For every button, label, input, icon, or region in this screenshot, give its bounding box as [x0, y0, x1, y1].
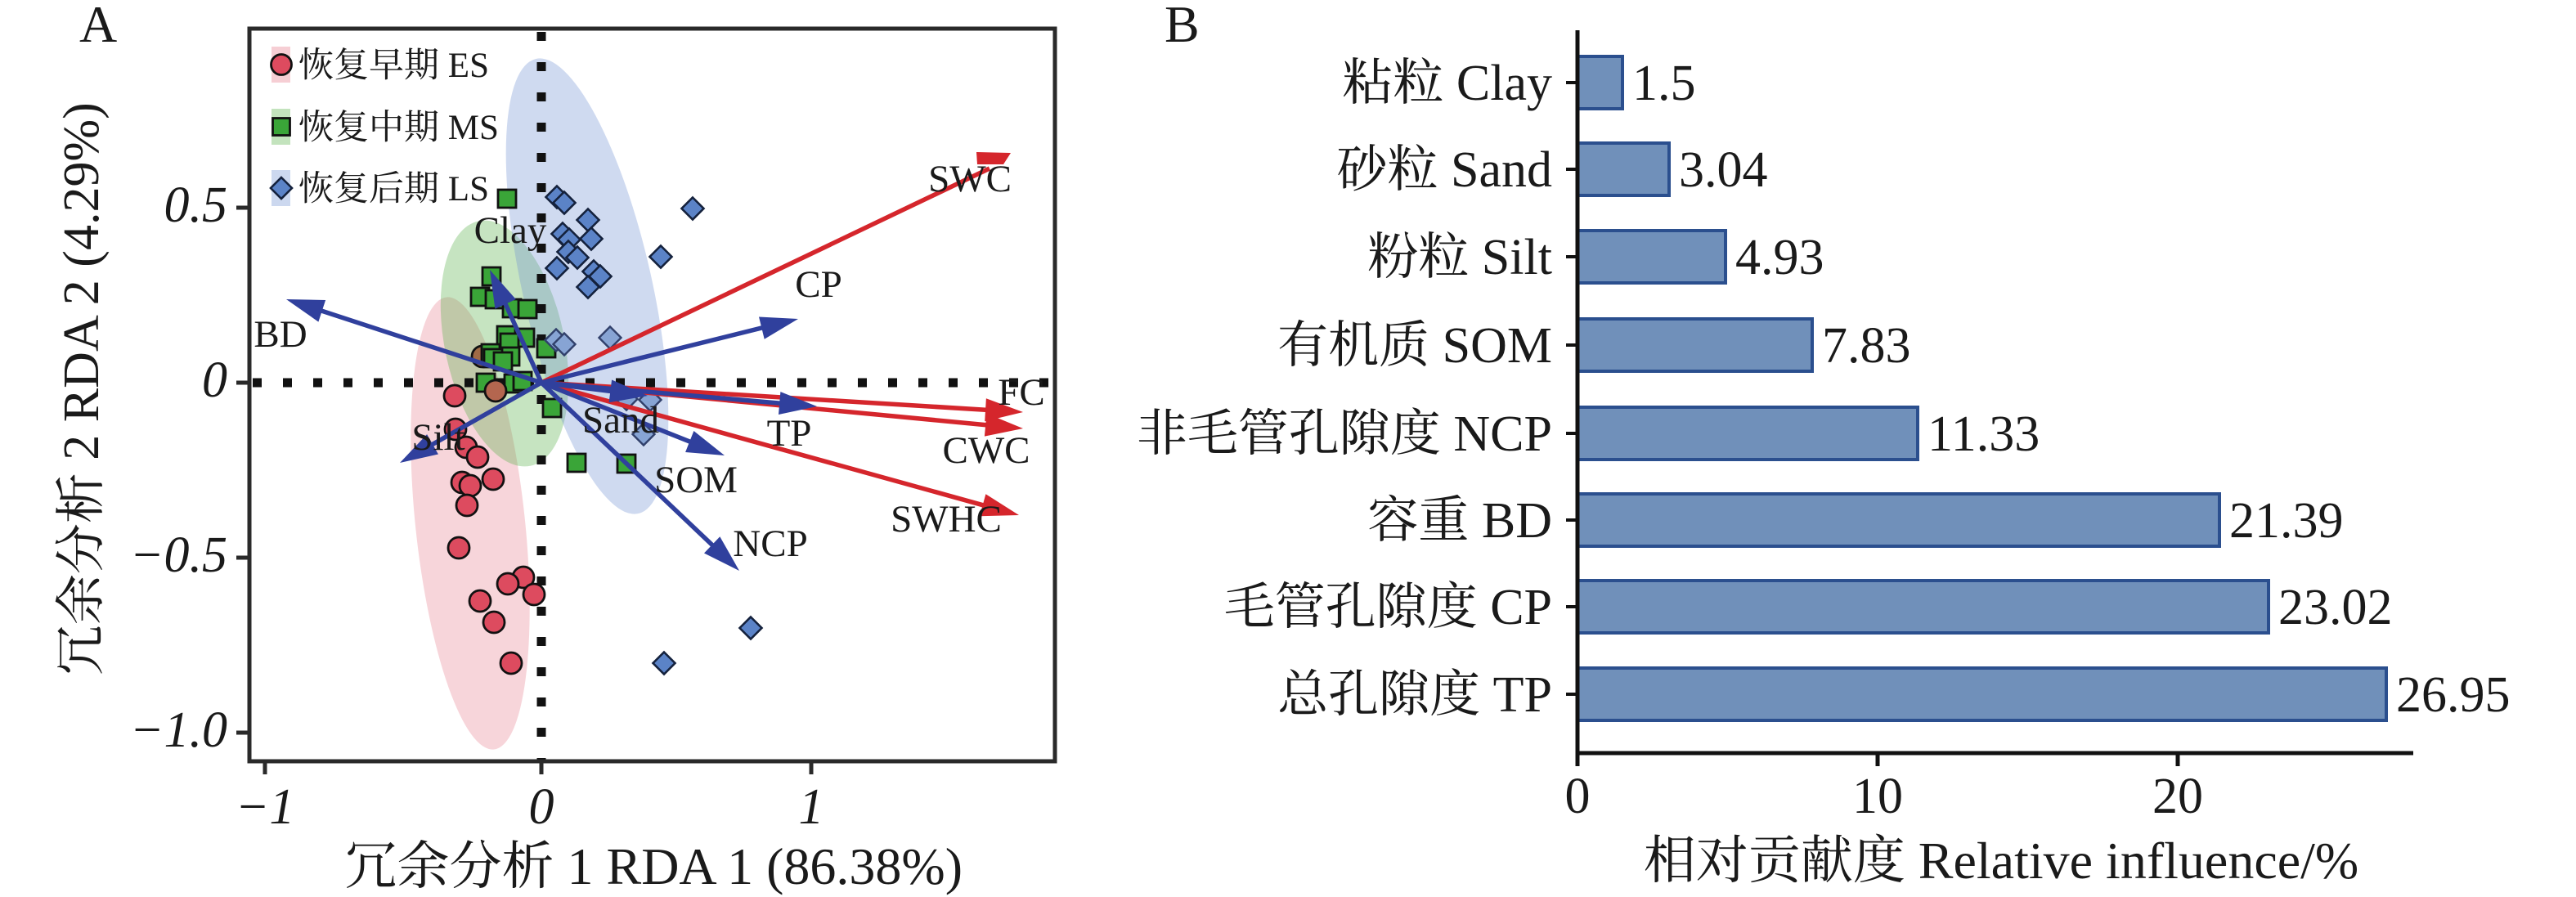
svg-text:NCP: NCP	[733, 523, 807, 565]
svg-text:BD: BD	[1482, 493, 1552, 549]
svg-text:B: B	[1165, 0, 1200, 53]
svg-text:7.83: 7.83	[1822, 318, 1911, 374]
svg-text:Sand: Sand	[582, 399, 659, 442]
svg-text:SWHC: SWHC	[891, 498, 1002, 540]
svg-text:Sand: Sand	[1451, 142, 1552, 198]
svg-text:20: 20	[2152, 769, 2203, 824]
svg-text:A: A	[79, 0, 117, 53]
svg-text:SWC: SWC	[928, 158, 1012, 200]
svg-text:NCP: NCP	[1453, 406, 1552, 462]
svg-text:FC: FC	[998, 371, 1045, 414]
svg-text:4.93: 4.93	[1735, 230, 1824, 285]
svg-text:SOM: SOM	[1443, 318, 1552, 374]
svg-text:0: 0	[202, 352, 227, 408]
svg-text:21.39: 21.39	[2229, 493, 2344, 549]
svg-text:1 RDA 1 (86.38%): 1 RDA 1 (86.38%)	[568, 837, 963, 895]
svg-text:ES: ES	[448, 47, 489, 85]
svg-text:Silt: Silt	[1482, 230, 1552, 285]
svg-text:−1.0: −1.0	[130, 702, 227, 758]
svg-text:0.5: 0.5	[164, 177, 228, 233]
svg-text:2 RDA 2 (4.29%): 2 RDA 2 (4.29%)	[54, 102, 110, 460]
svg-text:1: 1	[799, 779, 824, 835]
svg-text:TP: TP	[767, 412, 812, 455]
svg-text:Relative influence/%: Relative influence/%	[1919, 832, 2358, 890]
svg-text:BD: BD	[254, 313, 307, 356]
svg-text:−1: −1	[236, 779, 295, 835]
svg-text:CP: CP	[795, 263, 842, 306]
svg-text:23.02: 23.02	[2278, 580, 2393, 635]
svg-text:1.5: 1.5	[1632, 56, 1696, 111]
svg-text:3.04: 3.04	[1679, 142, 1768, 198]
svg-text:11.33: 11.33	[1928, 406, 2040, 462]
svg-text:26.95: 26.95	[2396, 667, 2511, 723]
svg-text:0: 0	[1565, 769, 1591, 824]
svg-text:0: 0	[529, 779, 554, 835]
svg-text:Clay: Clay	[1456, 56, 1552, 111]
svg-text:Clay: Clay	[474, 209, 547, 252]
svg-text:10: 10	[1852, 769, 1903, 824]
svg-text:−0.5: −0.5	[130, 527, 227, 583]
svg-text:Silt: Silt	[411, 416, 464, 459]
svg-text:CP: CP	[1490, 580, 1552, 635]
svg-text:TP: TP	[1493, 667, 1552, 723]
svg-text:SOM: SOM	[654, 459, 738, 501]
svg-text:CWC: CWC	[942, 429, 1030, 472]
svg-text:LS: LS	[448, 170, 489, 209]
svg-text:MS: MS	[448, 109, 499, 147]
